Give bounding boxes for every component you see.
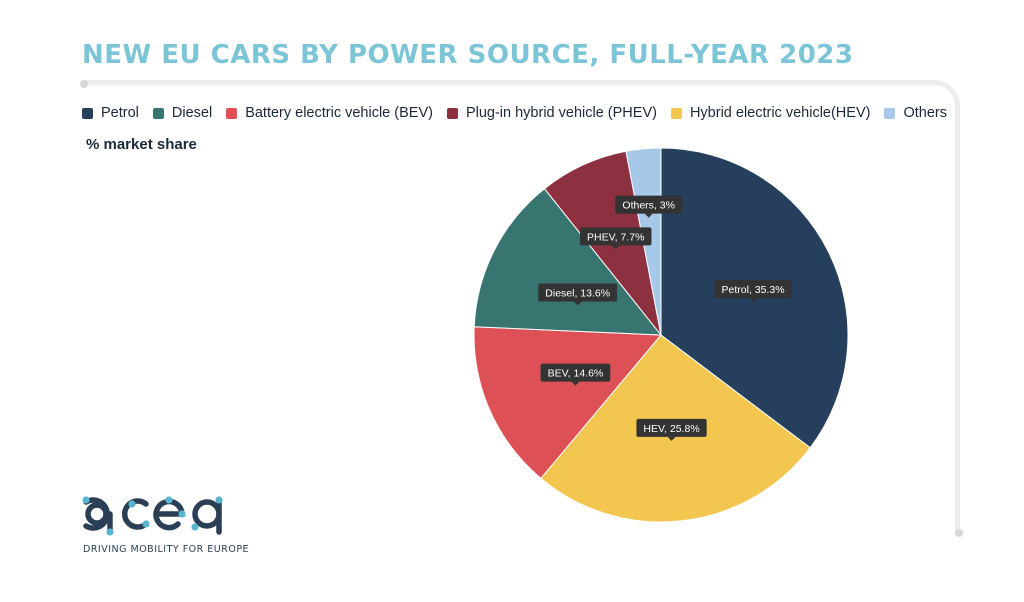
legend-item-diesel[interactable]: Diesel [152, 105, 213, 121]
data-label-box [580, 227, 652, 246]
logo-letter-c [121, 498, 149, 530]
logo-dot [178, 510, 186, 518]
data-label-hev: HEV, 25.8% [636, 418, 707, 441]
data-label-box [636, 418, 707, 437]
logo-dot [82, 496, 90, 504]
legend-swatch [152, 107, 164, 119]
data-label-pointer [571, 381, 580, 386]
data-label-box [540, 363, 611, 382]
legend-item-bev[interactable]: Battery electric vehicle (BEV) [226, 105, 433, 121]
legend-label: Petrol [101, 105, 139, 121]
data-label-pointer [611, 245, 620, 250]
data-label-text: HEV, 25.8% [643, 423, 699, 435]
logo-letter-e [153, 498, 185, 531]
data-label-box [538, 283, 618, 302]
legend-label: Battery electric vehicle (BEV) [245, 105, 433, 121]
legend-swatch [884, 107, 896, 119]
logo-wordmark [82, 496, 223, 536]
frame-dot [955, 529, 963, 537]
frame-dot [80, 80, 88, 88]
legend-swatch [670, 107, 682, 119]
chart-legend: Petrol Diesel Battery electric vehicle (… [82, 105, 961, 121]
chart-title: NEW EU CARS BY POWER SOURCE, FULL-YEAR 2… [82, 40, 854, 70]
pie-data-labels: Petrol, 35.3% HEV, 25.8% BEV, 14.6% Diesel,… [538, 195, 792, 441]
data-label-box [615, 195, 682, 214]
data-label-pointer [749, 298, 758, 303]
legend-swatch [446, 107, 458, 119]
logo-dot [106, 528, 114, 536]
data-label-bev: BEV, 14.6% [540, 363, 611, 386]
logo-dot [191, 523, 199, 531]
data-label-pointer [644, 213, 653, 218]
legend-swatch [82, 107, 93, 119]
legend-swatch [226, 107, 238, 119]
data-label-phev: PHEV, 7.7% [580, 227, 652, 250]
data-label-box [714, 280, 792, 299]
data-label-text: Petrol, 35.3% [722, 284, 785, 296]
data-label-text: PHEV, 7.7% [587, 231, 644, 243]
logo-dot [165, 496, 173, 504]
acea-logo [82, 496, 223, 536]
logo-dot [128, 500, 136, 508]
data-label-petrol: Petrol, 35.3% [714, 280, 792, 303]
data-label-pointer [667, 436, 676, 441]
legend-label: Plug-in hybrid vehicle (PHEV) [465, 105, 657, 121]
chart-subtitle: % market share [86, 136, 197, 153]
legend-label: Others [903, 105, 947, 121]
data-label-text: BEV, 14.6% [548, 368, 604, 380]
legend-label: Diesel [171, 105, 213, 121]
legend-label: Hybrid electric vehicle(HEV) [689, 105, 871, 121]
data-label-others: Others, 3% [615, 195, 682, 218]
logo-letter-a-bowl [192, 499, 222, 529]
chart-frame [82, 80, 960, 535]
data-label-text: Diesel, 13.6% [545, 288, 610, 300]
legend-item-phev[interactable]: Plug-in hybrid vehicle (PHEV) [446, 105, 657, 121]
logo-tagline: DRIVING MOBILITY FOR EUROPE [83, 544, 250, 555]
data-label-pointer [573, 301, 582, 306]
data-label-diesel: Diesel, 13.6% [538, 283, 618, 306]
logo-letter-a-bowl [85, 502, 109, 526]
legend-item-petrol[interactable]: Petrol [82, 105, 139, 121]
data-label-text: Others, 3% [622, 200, 675, 212]
logo-dot [215, 496, 223, 504]
legend-item-hev[interactable]: Hybrid electric vehicle(HEV) [670, 105, 871, 121]
pie-slice-bev[interactable] [473, 326, 663, 480]
legend-item-others[interactable]: Others [884, 105, 947, 121]
logo-dot [142, 520, 150, 528]
